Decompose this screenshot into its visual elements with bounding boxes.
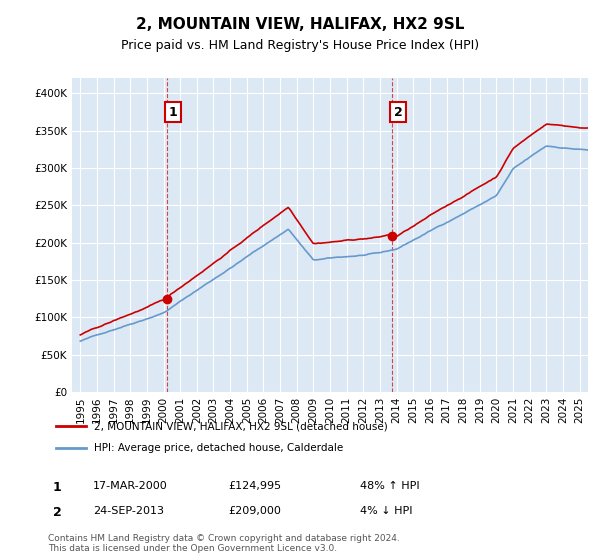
Text: 1: 1	[169, 106, 178, 119]
Text: Contains HM Land Registry data © Crown copyright and database right 2024.
This d: Contains HM Land Registry data © Crown c…	[48, 534, 400, 553]
Text: £209,000: £209,000	[228, 506, 281, 516]
Text: 4% ↓ HPI: 4% ↓ HPI	[360, 506, 413, 516]
Text: 17-MAR-2000: 17-MAR-2000	[93, 480, 168, 491]
Text: 1: 1	[53, 480, 61, 494]
Text: 2: 2	[53, 506, 61, 519]
Text: 2, MOUNTAIN VIEW, HALIFAX, HX2 9SL: 2, MOUNTAIN VIEW, HALIFAX, HX2 9SL	[136, 17, 464, 32]
Text: £124,995: £124,995	[228, 480, 281, 491]
Text: 48% ↑ HPI: 48% ↑ HPI	[360, 480, 419, 491]
Text: 24-SEP-2013: 24-SEP-2013	[93, 506, 164, 516]
Text: 2: 2	[394, 106, 403, 119]
Text: HPI: Average price, detached house, Calderdale: HPI: Average price, detached house, Cald…	[94, 444, 343, 454]
Text: 2, MOUNTAIN VIEW, HALIFAX, HX2 9SL (detached house): 2, MOUNTAIN VIEW, HALIFAX, HX2 9SL (deta…	[94, 422, 388, 432]
Text: Price paid vs. HM Land Registry's House Price Index (HPI): Price paid vs. HM Land Registry's House …	[121, 39, 479, 52]
